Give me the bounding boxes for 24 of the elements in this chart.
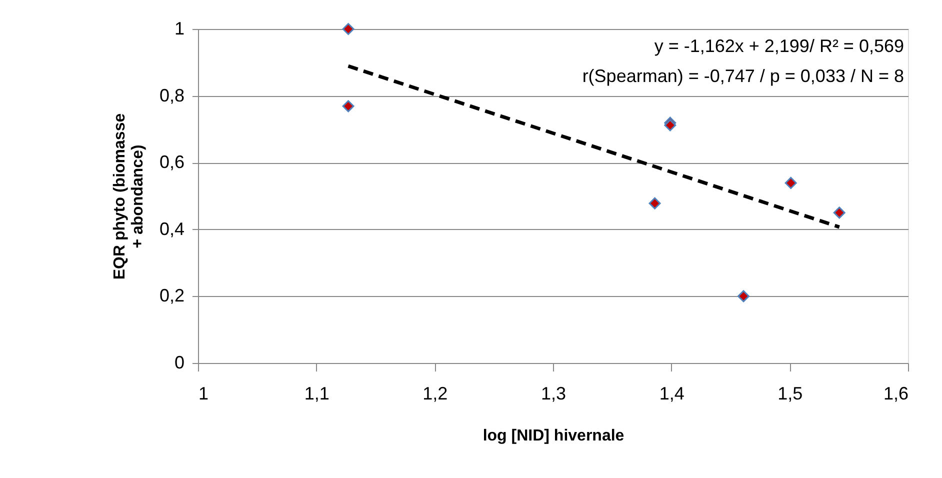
annotation: r(Spearman) = -0,747 / p = 0,033 / N = 8 [582,66,904,86]
x-tick-label: 1 [198,384,209,404]
y-axis-title: EQR phyto (biomasse + abondance) [111,113,146,280]
y-tick-label: 0,4 [159,218,184,239]
x-tick-label: 1,6 [883,384,908,404]
x-tick-label: 1,2 [422,384,448,404]
point [784,176,797,189]
y-tick-label: 1 [174,18,184,38]
point [738,290,750,302]
y-tick-label: 0 [174,352,184,372]
x-axis-title: log [NID] hivernale [482,428,624,444]
x-tick-label: 1,3 [540,384,566,404]
x-tick-label: 1,1 [304,384,330,404]
point [342,23,354,35]
point [648,197,661,210]
x-tick-label: 1,4 [659,384,684,404]
y-tick-label: 0,6 [159,152,184,172]
point [664,119,676,132]
annotation: y = -1,162x + 2,199/ R² = 0,569 [654,36,904,56]
x-tick-label: 1,5 [778,384,803,404]
y-tick-label: 0,8 [159,85,184,106]
y-tick-label: 0,2 [159,286,184,306]
point [342,100,354,112]
point [833,206,846,219]
